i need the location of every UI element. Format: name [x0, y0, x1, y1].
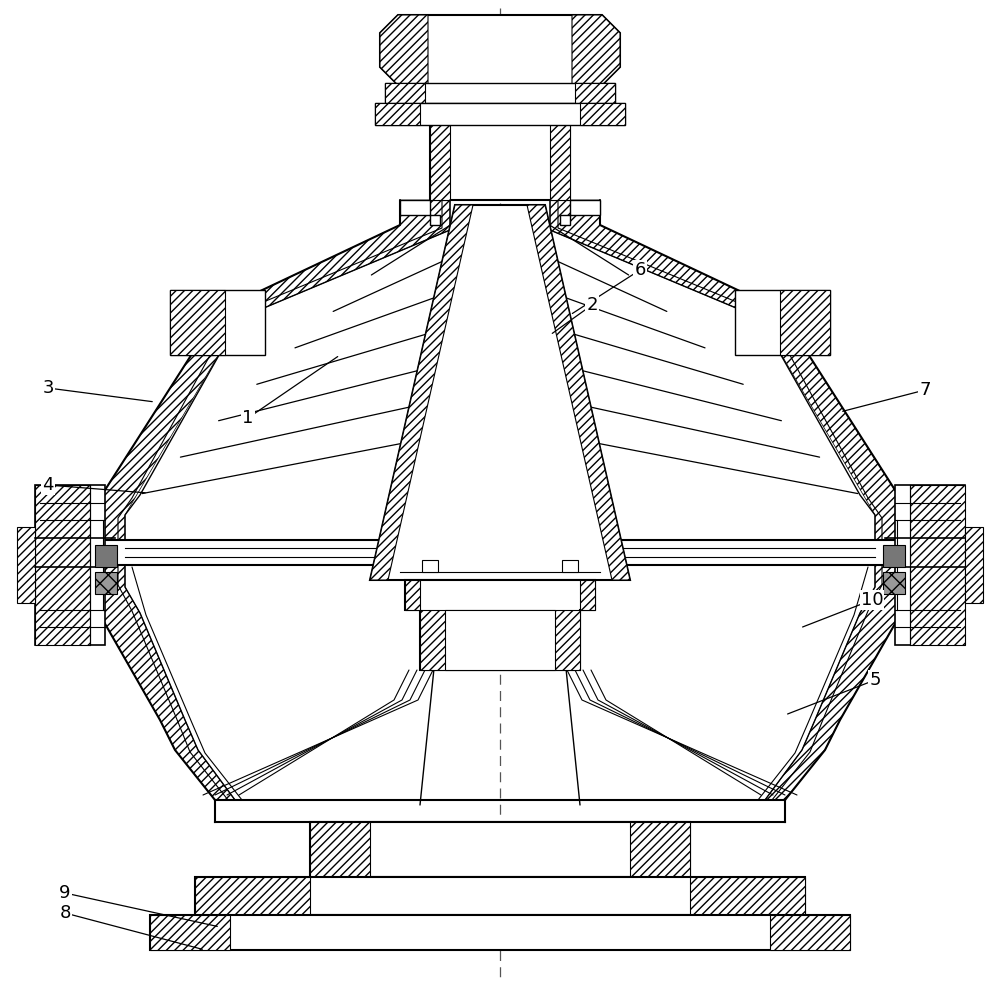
Polygon shape: [195, 877, 805, 915]
Polygon shape: [780, 290, 830, 355]
Polygon shape: [430, 85, 570, 200]
Polygon shape: [35, 485, 105, 645]
Polygon shape: [690, 877, 805, 915]
Text: 5: 5: [869, 671, 881, 689]
Polygon shape: [883, 572, 905, 594]
Polygon shape: [170, 290, 265, 355]
Polygon shape: [735, 290, 830, 355]
Polygon shape: [575, 83, 615, 103]
Polygon shape: [150, 915, 850, 950]
Polygon shape: [965, 527, 983, 603]
Polygon shape: [310, 822, 370, 877]
Polygon shape: [422, 560, 438, 572]
Polygon shape: [420, 610, 580, 670]
Polygon shape: [580, 580, 595, 610]
Polygon shape: [380, 15, 428, 85]
Polygon shape: [580, 103, 625, 125]
Polygon shape: [375, 103, 420, 125]
Text: 1: 1: [242, 409, 254, 427]
Polygon shape: [562, 560, 578, 572]
Polygon shape: [405, 580, 420, 610]
Polygon shape: [910, 485, 965, 645]
Polygon shape: [430, 85, 450, 200]
Text: 2: 2: [586, 296, 598, 314]
Polygon shape: [35, 485, 90, 645]
Text: 10: 10: [861, 591, 883, 609]
Polygon shape: [765, 565, 915, 800]
Polygon shape: [85, 565, 235, 800]
Polygon shape: [85, 200, 450, 540]
Text: 3: 3: [42, 379, 54, 397]
Text: 8: 8: [59, 904, 71, 922]
Polygon shape: [95, 572, 117, 594]
Polygon shape: [370, 205, 473, 580]
Polygon shape: [310, 822, 690, 877]
Text: 4: 4: [42, 476, 54, 494]
Polygon shape: [385, 83, 425, 103]
Polygon shape: [405, 580, 595, 670]
Polygon shape: [170, 290, 225, 355]
Polygon shape: [445, 610, 555, 670]
Polygon shape: [95, 545, 117, 567]
Polygon shape: [400, 200, 440, 225]
Polygon shape: [375, 103, 625, 125]
Polygon shape: [630, 822, 690, 877]
Polygon shape: [550, 200, 915, 540]
Polygon shape: [560, 200, 600, 225]
Polygon shape: [527, 205, 630, 580]
Polygon shape: [550, 85, 570, 200]
Text: 9: 9: [59, 884, 71, 902]
Polygon shape: [370, 205, 630, 580]
Text: 7: 7: [919, 381, 931, 399]
Polygon shape: [380, 15, 620, 85]
Polygon shape: [195, 877, 310, 915]
Polygon shape: [385, 83, 615, 103]
Polygon shape: [883, 545, 905, 567]
Polygon shape: [17, 527, 35, 603]
Polygon shape: [770, 915, 850, 950]
Text: 6: 6: [634, 261, 646, 279]
Polygon shape: [572, 15, 620, 85]
Polygon shape: [150, 915, 230, 950]
Polygon shape: [895, 485, 965, 645]
